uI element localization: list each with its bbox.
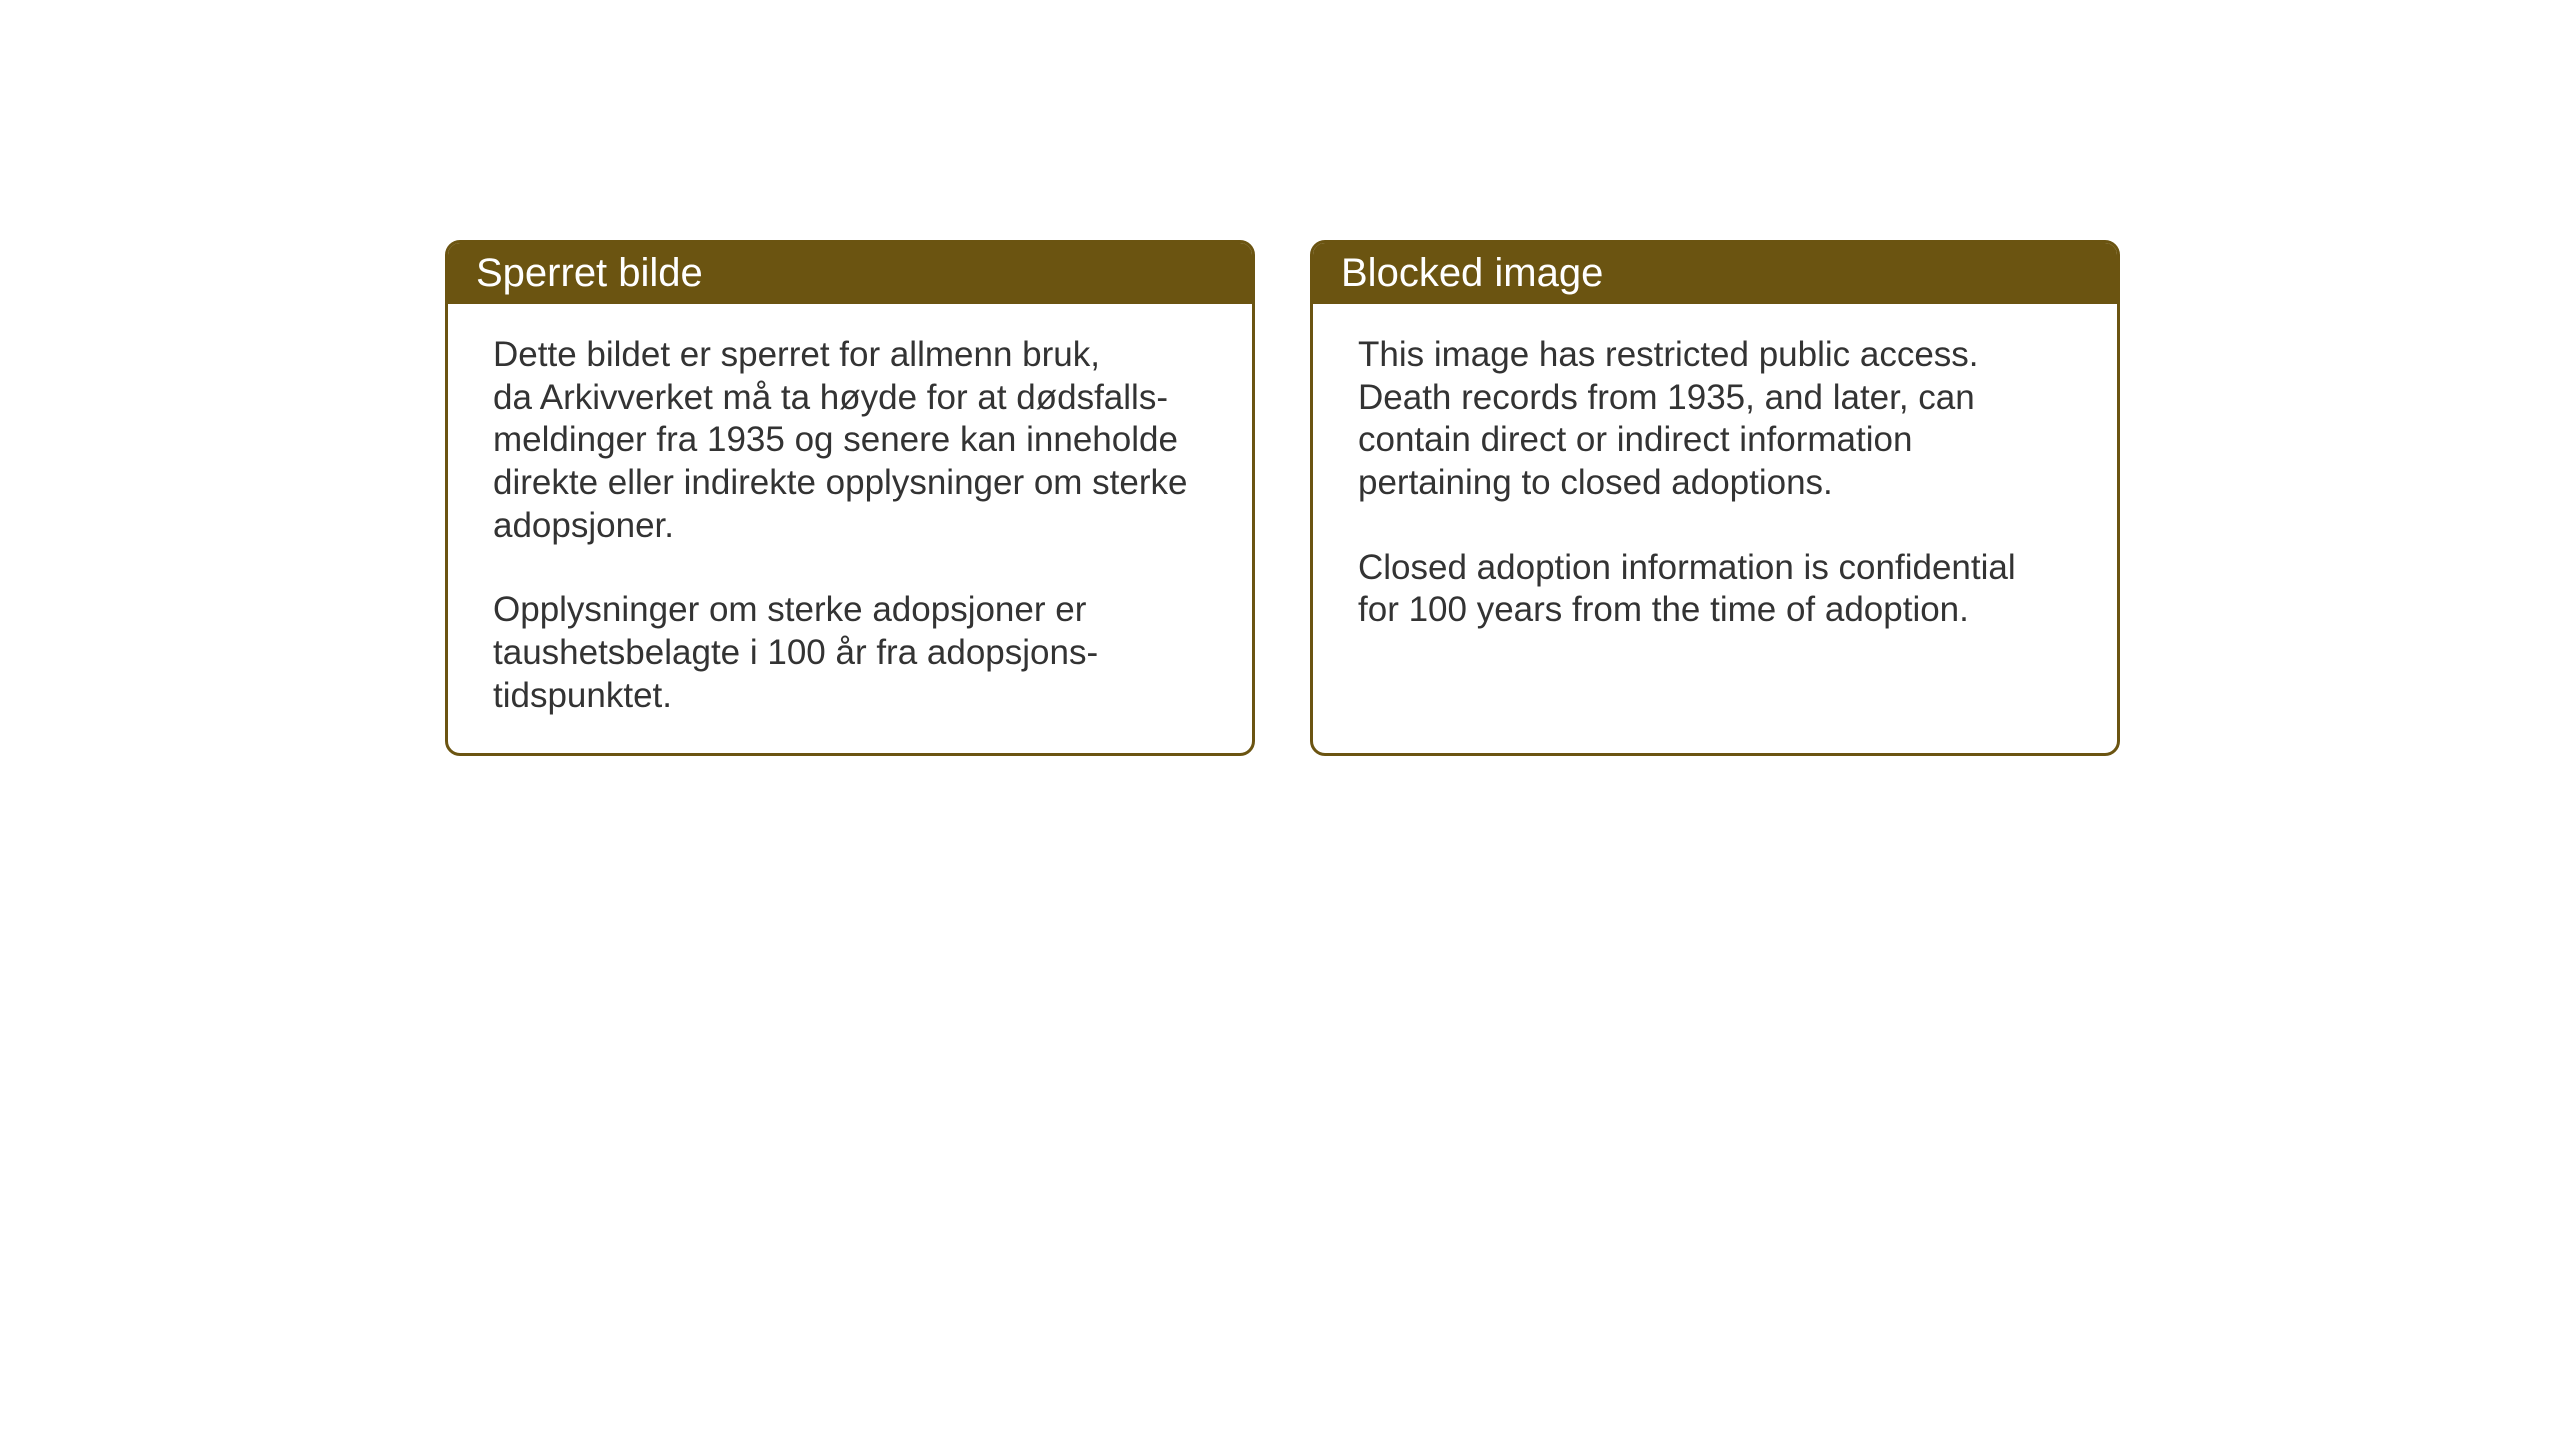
notice-paragraph-2-english: Closed adoption information is confident…	[1358, 547, 2072, 632]
notice-body-norwegian: Dette bildet er sperret for allmenn bruk…	[448, 304, 1252, 753]
notice-title-english: Blocked image	[1341, 251, 1603, 295]
notice-body-english: This image has restricted public access.…	[1313, 304, 2117, 724]
notice-title-norwegian: Sperret bilde	[476, 251, 703, 295]
notice-container: Sperret bilde Dette bildet er sperret fo…	[445, 240, 2120, 756]
notice-paragraph-1-english: This image has restricted public access.…	[1358, 334, 2072, 505]
notice-paragraph-1-norwegian: Dette bildet er sperret for allmenn bruk…	[493, 334, 1207, 547]
notice-card-english: Blocked image This image has restricted …	[1310, 240, 2120, 756]
notice-header-norwegian: Sperret bilde	[448, 243, 1252, 304]
notice-paragraph-2-norwegian: Opplysninger om sterke adopsjoner er tau…	[493, 589, 1207, 717]
notice-header-english: Blocked image	[1313, 243, 2117, 304]
notice-card-norwegian: Sperret bilde Dette bildet er sperret fo…	[445, 240, 1255, 756]
